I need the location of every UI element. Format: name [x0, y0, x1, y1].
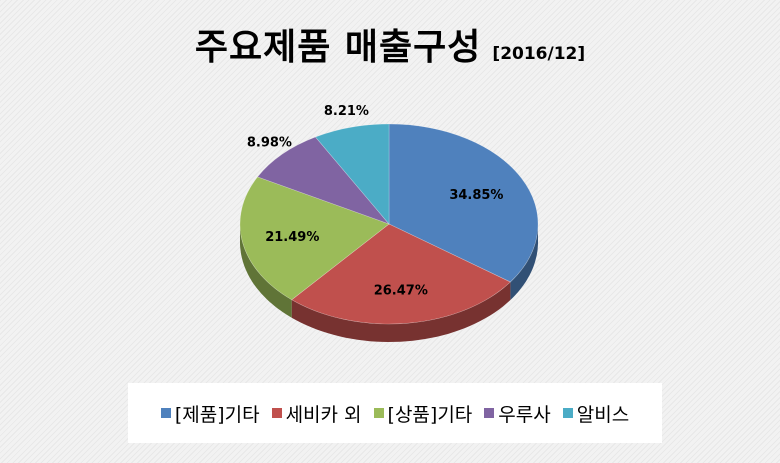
data-label-1: 26.47% [374, 284, 428, 299]
legend-swatch-1 [271, 408, 282, 418]
chart-title: 주요제품 매출구성 [194, 27, 482, 68]
legend-label-0: [제품]기타 [174, 403, 260, 426]
legend-item-0: [제품]기타 [160, 400, 260, 427]
legend-swatch-3 [484, 408, 495, 418]
legend-item-1: 세비카 외 [271, 400, 362, 427]
data-label-4: 8.21% [324, 104, 369, 119]
legend-swatch-4 [562, 408, 573, 418]
data-label-3: 8.98% [247, 136, 292, 151]
pie-slice-3 [257, 136, 390, 225]
legend-swatch-2 [373, 408, 384, 418]
chart-title-row: 주요제품 매출구성 [2016/12] [0, 18, 780, 70]
legend-label-3: 우루사 [498, 403, 551, 426]
pie-slice-2 [239, 176, 390, 301]
data-label-0: 34.85% [449, 188, 503, 203]
legend-label-2: [상품]기타 [387, 403, 473, 426]
legend-swatch-0 [160, 408, 171, 418]
pie-slice-4 [314, 123, 390, 225]
data-label-2: 21.49% [265, 230, 319, 245]
pie-slice-1 [291, 223, 511, 325]
pie-side-2 [240, 224, 292, 318]
legend-item-2: [상품]기타 [373, 400, 473, 427]
pie-side-0 [510, 224, 538, 300]
chart-subtitle: [2016/12] [492, 44, 586, 64]
pie-slice-0 [388, 123, 539, 283]
chart-legend: [제품]기타 세비카 외 [상품]기타 우루사 알비스 [128, 383, 662, 443]
legend-label-4: 알비스 [576, 403, 630, 426]
legend-label-1: 세비카 외 [285, 403, 362, 426]
legend-item-4: 알비스 [562, 400, 630, 427]
pie-side-1 [291, 282, 511, 342]
legend-item-3: 우루사 [484, 400, 551, 427]
